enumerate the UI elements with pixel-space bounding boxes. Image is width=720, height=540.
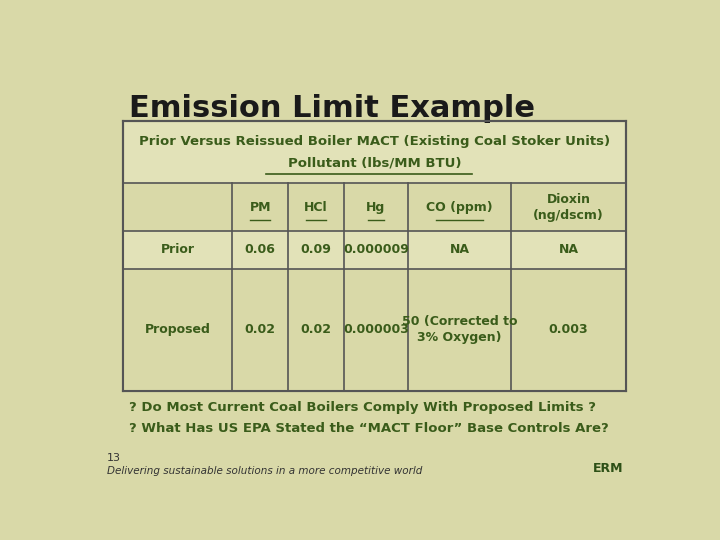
- Text: NA: NA: [559, 244, 578, 256]
- Text: Pollutant (lbs/MM BTU): Pollutant (lbs/MM BTU): [288, 156, 462, 169]
- Text: 0.02: 0.02: [245, 323, 276, 336]
- Text: 0.003: 0.003: [549, 323, 588, 336]
- Text: Hg: Hg: [366, 201, 386, 214]
- FancyBboxPatch shape: [124, 268, 626, 391]
- Text: 0.000003: 0.000003: [343, 323, 409, 336]
- Text: 13: 13: [107, 453, 121, 463]
- Text: 50 (Corrected to
3% Oxygen): 50 (Corrected to 3% Oxygen): [402, 315, 518, 345]
- Text: Proposed: Proposed: [145, 323, 211, 336]
- Text: 0.06: 0.06: [245, 244, 276, 256]
- Text: PM: PM: [249, 201, 271, 214]
- Text: 0.09: 0.09: [300, 244, 331, 256]
- Text: Prior: Prior: [161, 244, 195, 256]
- Text: ? Do Most Current Coal Boilers Comply With Proposed Limits ?: ? Do Most Current Coal Boilers Comply Wi…: [129, 401, 596, 414]
- Text: Prior Versus Reissued Boiler MACT (Existing Coal Stoker Units): Prior Versus Reissued Boiler MACT (Exist…: [139, 135, 610, 148]
- FancyBboxPatch shape: [124, 121, 626, 391]
- Text: HCl: HCl: [304, 201, 328, 214]
- Text: NA: NA: [450, 244, 469, 256]
- Text: CO (ppm): CO (ppm): [426, 201, 493, 214]
- Text: ERM: ERM: [593, 462, 623, 475]
- Text: 0.02: 0.02: [300, 323, 331, 336]
- Text: 0.000009: 0.000009: [343, 244, 409, 256]
- Text: Delivering sustainable solutions in a more competitive world: Delivering sustainable solutions in a mo…: [107, 467, 422, 476]
- FancyBboxPatch shape: [124, 231, 626, 268]
- Text: Dioxin
(ng/dscm): Dioxin (ng/dscm): [533, 193, 604, 222]
- Text: ? What Has US EPA Stated the “MACT Floor” Base Controls Are?: ? What Has US EPA Stated the “MACT Floor…: [129, 422, 609, 435]
- FancyBboxPatch shape: [124, 183, 626, 231]
- Text: Emission Limit Example: Emission Limit Example: [129, 94, 535, 123]
